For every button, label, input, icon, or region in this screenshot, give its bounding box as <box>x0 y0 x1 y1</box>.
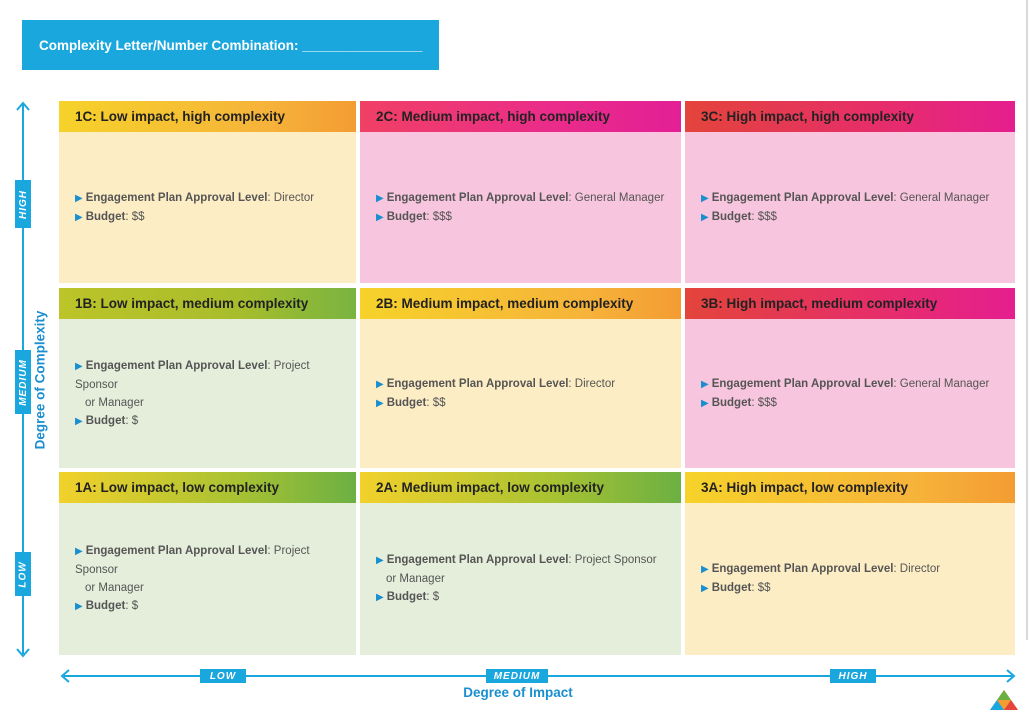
complexity-level-low: LOW <box>15 552 31 596</box>
triangle-right-icon: ▶ <box>75 415 83 427</box>
triangle-right-icon: ▶ <box>376 378 384 390</box>
arrow-up-icon <box>16 101 30 111</box>
triangle-right-icon: ▶ <box>75 211 83 223</box>
cell-title: 2C: Medium impact, high complexity <box>360 101 681 132</box>
triangle-right-icon: ▶ <box>376 555 384 566</box>
cell-3c: 3C: High impact, high complexity ▶ Engage… <box>685 101 1015 283</box>
impact-axis-title: Degree of Impact <box>463 685 573 700</box>
cell-2a: 2A: Medium impact, low complexity ▶ Engag… <box>360 472 681 655</box>
combination-header: Complexity Letter/Number Combination: __… <box>22 20 439 70</box>
triangle-right-icon: ▶ <box>376 397 384 409</box>
triangle-right-icon: ▶ <box>75 546 83 557</box>
triangle-right-icon: ▶ <box>376 211 384 223</box>
cell-2b: 2B: Medium impact, medium complexity ▶ En… <box>360 288 681 468</box>
triangle-right-icon: ▶ <box>701 192 709 204</box>
impact-level-high: HIGH <box>830 669 876 683</box>
triangle-right-icon: ▶ <box>75 360 83 372</box>
complexity-level-high: HIGH <box>15 180 31 228</box>
complexity-axis-title: Degree of Complexity <box>32 310 48 450</box>
cell-title: 2B: Medium impact, medium complexity <box>360 288 681 319</box>
arrow-left-icon <box>60 669 70 683</box>
cell-title: 3C: High impact, high complexity <box>685 101 1015 132</box>
cell-title: 1A: Low impact, low complexity <box>59 472 356 503</box>
triangle-right-icon: ▶ <box>701 211 709 223</box>
triangle-right-icon: ▶ <box>376 592 384 603</box>
cell-title: 3B: High impact, medium complexity <box>685 288 1015 319</box>
cell-2c: 2C: Medium impact, high complexity ▶ Enga… <box>360 101 681 283</box>
cell-3b: 3B: High impact, medium complexity ▶ Enga… <box>685 288 1015 468</box>
triangle-right-icon: ▶ <box>75 601 83 612</box>
triangle-right-icon: ▶ <box>701 564 709 575</box>
page-divider <box>1026 0 1028 640</box>
cell-1c: 1C: Low impact, high complexity ▶ Engagem… <box>59 101 356 283</box>
combination-label: Complexity Letter/Number Combination: __… <box>39 37 423 53</box>
cell-title: 1C: Low impact, high complexity <box>59 101 356 132</box>
cell-1b: 1B: Low impact, medium complexity ▶ Engag… <box>59 288 356 468</box>
cell-1a: 1A: Low impact, low complexity ▶ Engageme… <box>59 472 356 655</box>
complexity-level-medium: MEDIUM <box>15 350 31 414</box>
arrow-down-icon <box>16 648 30 658</box>
triangle-right-icon: ▶ <box>701 397 709 409</box>
triangle-right-icon: ▶ <box>701 378 709 390</box>
cell-3a: 3A: High impact, low complexity ▶ Engagem… <box>685 472 1015 655</box>
triangle-right-icon: ▶ <box>376 192 384 204</box>
cell-title: 1B: Low impact, medium complexity <box>59 288 356 319</box>
arrow-right-icon <box>1006 669 1016 683</box>
triangle-right-icon: ▶ <box>701 583 709 594</box>
impact-level-medium: MEDIUM <box>486 669 548 683</box>
triangle-right-icon: ▶ <box>75 192 83 204</box>
complexity-impact-matrix: 1C: Low impact, high complexity ▶ Engagem… <box>59 101 1015 655</box>
cell-title: 3A: High impact, low complexity <box>685 472 1015 503</box>
triangle-logo-icon <box>990 690 1018 710</box>
cell-title: 2A: Medium impact, low complexity <box>360 472 681 503</box>
impact-level-low: LOW <box>200 669 246 683</box>
